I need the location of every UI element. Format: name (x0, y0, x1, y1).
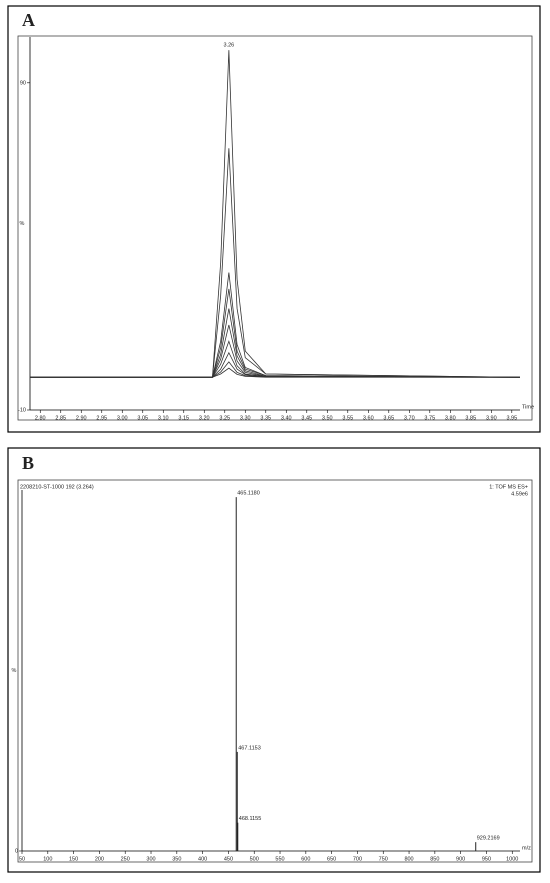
x-tick-label: 3.65 (383, 415, 394, 421)
x-tick-label: 200 (95, 856, 104, 862)
y-axis-title: % (12, 668, 17, 674)
plot-frame (17, 35, 533, 421)
x-tick-label: 300 (146, 856, 155, 862)
x-tick-label: 650 (327, 856, 336, 862)
panel-frame (7, 447, 541, 873)
x-tick-label: 600 (301, 856, 310, 862)
x-tick-label: 3.75 (424, 415, 435, 421)
chromatogram-trace (30, 367, 520, 378)
x-tick-label: 3.85 (465, 415, 476, 421)
x-tick-label: 50 (19, 856, 25, 862)
x-tick-label: 2.85 (55, 415, 66, 421)
panel-frame (7, 5, 541, 433)
peak-label: 468.1155 (239, 816, 262, 822)
chromatogram-trace (30, 148, 521, 378)
x-tick-label: 700 (353, 856, 362, 862)
x-tick-label: 3.70 (404, 415, 415, 421)
x-tick-label: 2.90 (76, 415, 87, 421)
panel-label: A (22, 10, 35, 30)
x-tick-label: 3.35 (260, 415, 271, 421)
x-axis-title: m/z (522, 845, 531, 851)
x-tick-label: 400 (198, 856, 207, 862)
x-tick-label: 3.05 (137, 415, 148, 421)
x-tick-label: 850 (430, 856, 439, 862)
chromatogram-trace (30, 361, 521, 378)
x-tick-label: 3.15 (178, 415, 189, 421)
panel-label: B (22, 453, 34, 473)
x-tick-label: 3.45 (301, 415, 312, 421)
y-tick-label: -10 (18, 407, 26, 413)
y-tick-label: 0 (15, 848, 18, 854)
chromatogram-trace (30, 272, 521, 378)
peak-label: 3.26 (224, 43, 235, 49)
x-tick-label: 800 (404, 856, 413, 862)
x-tick-label: 500 (250, 856, 259, 862)
x-tick-label: 3.10 (158, 415, 169, 421)
x-tick-label: 1000 (506, 856, 518, 862)
x-axis-title: Time (522, 404, 534, 410)
peak-label: 467.1153 (238, 745, 261, 751)
x-tick-label: 250 (121, 856, 130, 862)
chromatogram-trace (30, 308, 521, 378)
x-tick-label: 550 (275, 856, 284, 862)
x-tick-label: 3.95 (506, 415, 517, 421)
spectrum-title: 2208210-ST-1000 192 (3.264) (20, 484, 94, 490)
x-tick-label: 2.95 (96, 415, 107, 421)
x-tick-label: 3.90 (486, 415, 497, 421)
x-tick-label: 3.25 (219, 415, 230, 421)
peak-label: 465.1180 (237, 491, 260, 497)
x-tick-label: 3.00 (117, 415, 128, 421)
x-tick-label: 3.20 (199, 415, 210, 421)
x-tick-label: 450 (224, 856, 233, 862)
chromatogram-trace (30, 340, 521, 378)
chromatogram-trace (30, 351, 521, 378)
x-tick-label: 350 (172, 856, 181, 862)
x-tick-label: 3.60 (363, 415, 374, 421)
x-tick-label: 150 (69, 856, 78, 862)
x-tick-label: 3.40 (281, 415, 292, 421)
peak-label: 929.2169 (477, 836, 500, 842)
x-tick-label: 2.80 (35, 415, 46, 421)
x-tick-label: 3.80 (445, 415, 456, 421)
y-tick-label: 90 (20, 80, 26, 86)
x-tick-label: 750 (379, 856, 388, 862)
y-axis-title: % (20, 221, 25, 227)
x-tick-label: 3.50 (322, 415, 333, 421)
chromatogram-trace (30, 324, 521, 378)
x-tick-label: 3.30 (240, 415, 251, 421)
x-tick-label: 950 (482, 856, 491, 862)
chromatogram-trace (30, 50, 521, 378)
x-tick-label: 3.55 (342, 415, 353, 421)
x-tick-label: 100 (43, 856, 52, 862)
chromatogram-trace (30, 288, 521, 378)
plot-frame (17, 479, 533, 863)
spectrum-info: 1: TOF MS ES+ (489, 484, 528, 490)
x-tick-label: 900 (456, 856, 465, 862)
spectrum-info: 4.59e6 (511, 491, 528, 497)
